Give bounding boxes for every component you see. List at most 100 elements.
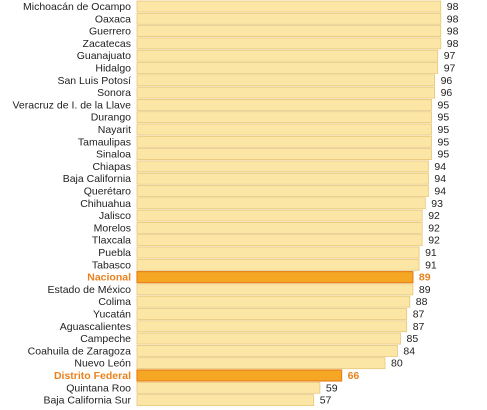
category-label-baja-california: Baja California — [63, 173, 131, 185]
category-label-nacional: Nacional — [87, 272, 131, 284]
category-label-veracruz-de-i-de-la-llave: Veracruz de I. de la Llave — [13, 99, 132, 111]
category-label-zacatecas: Zacatecas — [83, 38, 131, 50]
value-label-nacional: 89 — [419, 272, 431, 284]
bar-estado-de-mexico — [136, 283, 414, 296]
category-label-chihuahua: Chihuahua — [80, 198, 131, 210]
category-label-tabasco: Tabasco — [92, 259, 131, 271]
value-label-aguascalientes: 87 — [413, 321, 425, 333]
value-label-nuevo-leon: 80 — [391, 358, 403, 370]
bar-aguascalientes — [136, 320, 408, 333]
value-label-baja-california-sur: 57 — [320, 395, 332, 407]
bar-san-luis-potosi — [136, 74, 436, 87]
category-label-tamaulipas: Tamaulipas — [78, 136, 131, 148]
category-label-yucatan: Yucatán — [93, 309, 131, 321]
bar-baja-california-sur — [136, 394, 315, 407]
category-label-chiapas: Chiapas — [92, 161, 131, 173]
category-label-colima: Colima — [98, 296, 131, 308]
bar-hidalgo — [136, 62, 439, 74]
value-label-tamaulipas: 95 — [438, 136, 450, 148]
category-label-estado-de-mexico: Estado de México — [48, 284, 132, 296]
category-label-aguascalientes: Aguascalientes — [60, 321, 131, 333]
bar-morelos — [136, 221, 423, 234]
bar-puebla — [136, 246, 420, 259]
value-label-chihuahua: 93 — [431, 198, 443, 210]
category-label-morelos: Morelos — [94, 222, 131, 234]
value-label-tlaxcala: 92 — [428, 235, 440, 247]
category-label-hidalgo: Hidalgo — [95, 63, 131, 75]
bar-veracruz-de-i-de-la-llave — [136, 99, 432, 111]
category-label-durango: Durango — [91, 112, 131, 124]
value-label-tabasco: 91 — [425, 259, 437, 271]
category-label-jalisco: Jalisco — [99, 210, 131, 222]
category-label-sinaloa: Sinaloa — [96, 149, 131, 161]
value-label-coahuila-de-zaragoza: 84 — [403, 345, 415, 357]
value-label-baja-california: 94 — [434, 173, 446, 185]
bar-nayarit — [136, 123, 432, 136]
value-label-jalisco: 92 — [428, 210, 440, 222]
bar-chiapas — [136, 160, 429, 173]
category-label-oaxaca: Oaxaca — [95, 13, 131, 25]
bar-sinaloa — [136, 148, 432, 161]
category-label-guerrero: Guerrero — [89, 26, 131, 38]
value-label-hidalgo: 97 — [444, 63, 456, 75]
value-label-guanajuato: 97 — [444, 50, 456, 62]
value-label-estado-de-mexico: 89 — [419, 284, 431, 296]
category-label-distrito-federal: Distrito Federal — [54, 370, 131, 382]
bar-coahuila-de-zaragoza — [136, 344, 398, 357]
bar-guanajuato — [136, 49, 439, 62]
category-label-quintana-roo: Quintana Roo — [66, 382, 131, 394]
category-label-baja-california-sur: Baja California Sur — [43, 395, 131, 407]
bar-michoacan-de-ocampo — [136, 0, 442, 13]
value-label-yucatan: 87 — [413, 309, 425, 321]
bar-nuevo-leon — [136, 357, 386, 370]
category-label-campeche: Campeche — [80, 333, 131, 345]
value-label-san-luis-potosi: 96 — [441, 75, 453, 87]
bar-tabasco — [136, 258, 420, 271]
category-label-guanajuato: Guanajuato — [77, 50, 131, 62]
value-label-oaxaca: 98 — [447, 13, 459, 25]
category-label-michoacan-de-ocampo: Michoacán de Ocampo — [23, 1, 131, 13]
value-label-veracruz-de-i-de-la-llave: 95 — [438, 99, 450, 111]
bar-nacional — [136, 271, 414, 284]
bar-guerrero — [136, 25, 442, 38]
category-label-coahuila-de-zaragoza: Coahuila de Zaragoza — [28, 345, 131, 357]
value-label-nayarit: 95 — [438, 124, 450, 136]
bar-baja-california — [136, 172, 429, 185]
bar-queretaro — [136, 185, 429, 197]
value-label-colima: 88 — [416, 296, 428, 308]
bar-zacatecas — [136, 37, 442, 50]
bar-oaxaca — [136, 12, 442, 25]
value-label-queretaro: 94 — [434, 186, 446, 198]
value-labels-group: 9898989897979696959595959594949493929292… — [320, 1, 459, 407]
value-label-sonora: 96 — [441, 87, 453, 99]
bar-campeche — [136, 332, 401, 345]
value-label-puebla: 91 — [425, 247, 437, 259]
bar-jalisco — [136, 209, 423, 222]
value-label-sinaloa: 95 — [438, 149, 450, 161]
value-label-michoacan-de-ocampo: 98 — [447, 1, 459, 13]
bar-sonora — [136, 86, 436, 99]
category-label-nayarit: Nayarit — [98, 124, 131, 136]
category-label-tlaxcala: Tlaxcala — [92, 235, 131, 247]
value-label-morelos: 92 — [428, 222, 440, 234]
bars-group — [136, 0, 442, 407]
bar-yucatan — [136, 308, 408, 320]
category-label-san-luis-potosi: San Luis Potosí — [57, 75, 131, 87]
bar-tamaulipas — [136, 135, 432, 148]
bar-durango — [136, 111, 432, 124]
bar-chihuahua — [136, 197, 426, 210]
value-label-durango: 95 — [438, 112, 450, 124]
bar-colima — [136, 295, 411, 308]
category-label-nuevo-leon: Nuevo León — [74, 358, 131, 370]
value-label-chiapas: 94 — [434, 161, 446, 173]
bar-quintana-roo — [136, 381, 321, 394]
value-label-zacatecas: 98 — [447, 38, 459, 50]
category-label-queretaro: Querétaro — [84, 186, 131, 198]
value-label-distrito-federal: 66 — [348, 370, 360, 382]
value-label-campeche: 85 — [407, 333, 419, 345]
bar-tlaxcala — [136, 234, 423, 247]
category-label-sonora: Sonora — [97, 87, 131, 99]
category-label-puebla: Puebla — [98, 247, 131, 259]
value-label-quintana-roo: 59 — [326, 382, 338, 394]
